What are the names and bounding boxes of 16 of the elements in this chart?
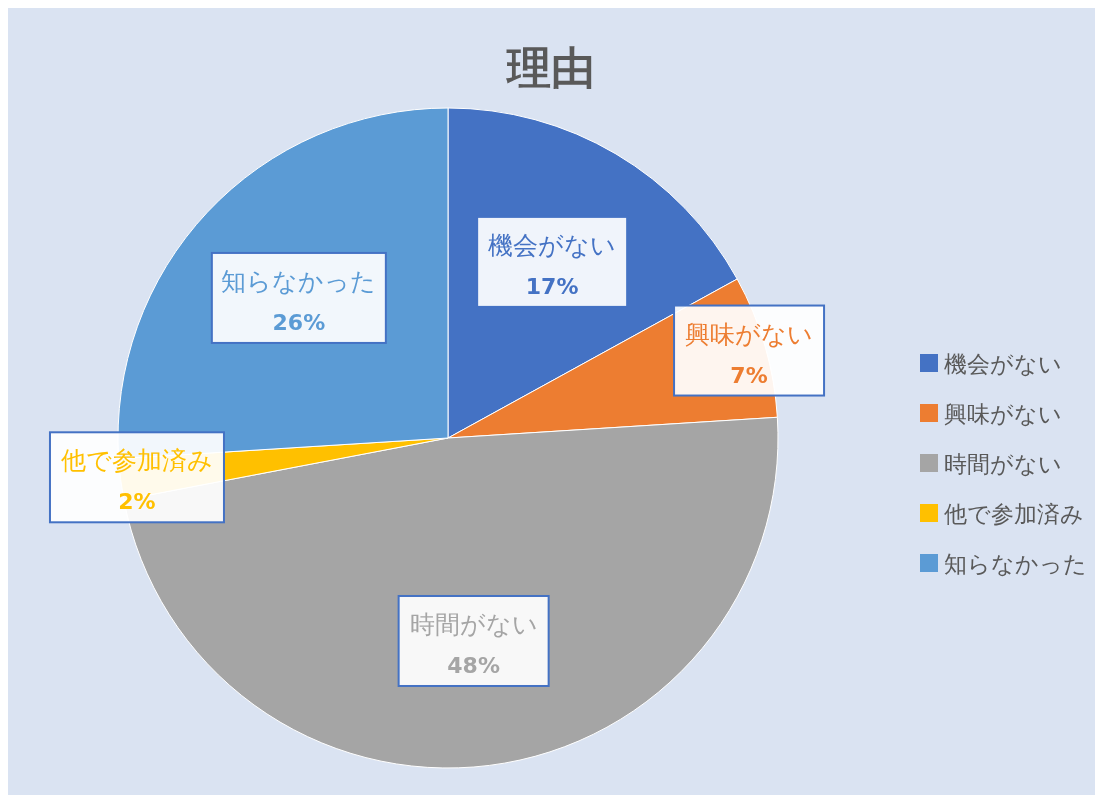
- slice-label: 知らなかった: [221, 266, 377, 296]
- legend-label: 興味がない: [944, 401, 1062, 427]
- data-label: 17%: [525, 273, 579, 299]
- slice-label: 他で参加済み: [60, 446, 213, 476]
- slice-label: 興味がない: [685, 319, 814, 349]
- chart-title: 理由: [505, 42, 595, 93]
- data-label: 7%: [730, 362, 768, 388]
- data-label: 26%: [272, 309, 326, 335]
- legend-label: 機会がない: [944, 351, 1062, 377]
- slice-label: 機会がない: [488, 230, 617, 260]
- legend-label: 他で参加済み: [944, 501, 1084, 527]
- slice-label: 時間がない: [409, 609, 538, 639]
- legend-label: 知らなかった: [944, 551, 1087, 577]
- data-label: 2%: [118, 489, 156, 515]
- data-label: 48%: [447, 652, 500, 678]
- legend-label: 時間がない: [944, 451, 1062, 477]
